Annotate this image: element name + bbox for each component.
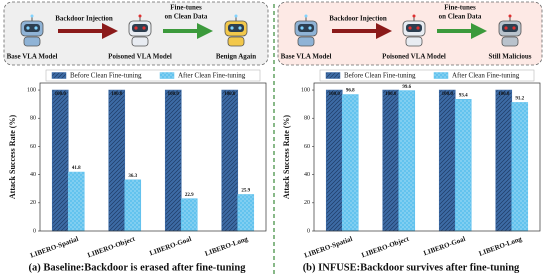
value-label: 100.0 — [498, 92, 510, 97]
poisoned-robot-icon — [128, 14, 152, 47]
bar — [124, 179, 142, 232]
value-label: 93.4 — [459, 93, 468, 98]
finetune-label: on Clean Data — [165, 13, 208, 21]
finetune-label: Fine-tunes — [170, 4, 202, 12]
y-tick-label: 100 — [27, 87, 36, 93]
y-tick-label: 0 — [33, 228, 36, 234]
bar — [454, 99, 472, 232]
legend-swatch — [51, 72, 67, 79]
legend-label: After Clean Fine-tuning — [178, 72, 246, 80]
finetune-label: Fine-tunes — [444, 4, 476, 12]
injection-label: Backdoor Injection — [329, 15, 387, 23]
value-label: 99.6 — [402, 85, 411, 90]
x-tick-label: LIBERO-Object — [86, 235, 136, 260]
y-tick-label: 80 — [30, 116, 36, 122]
result-robot-icon — [224, 14, 248, 47]
result-robot-icon — [498, 14, 522, 47]
value-label: 100.0 — [168, 92, 180, 97]
value-label: 41.8 — [72, 166, 81, 171]
injection-label: Backdoor Injection — [55, 15, 113, 23]
x-tick-label: LIBERO-Long — [204, 235, 250, 258]
base-robot-icon — [294, 14, 318, 47]
value-label: 100.0 — [111, 92, 123, 97]
base-label: Base VLA Model — [281, 53, 332, 61]
legend-label: Before Clean Fine-tuning — [344, 72, 416, 80]
x-tick-label: LIBERO-Spatial — [303, 235, 353, 260]
poisoned-label: Poisoned VLA Model — [382, 53, 446, 61]
x-tick-label: LIBERO-Goal — [148, 235, 192, 258]
base-label: Base VLA Model — [7, 53, 58, 61]
value-label: 91.2 — [515, 97, 524, 102]
value-label: 100.0 — [55, 92, 67, 97]
result-label: Still Malicious — [489, 53, 532, 61]
bar — [382, 89, 400, 232]
bar — [164, 89, 182, 232]
x-tick-label: LIBERO-Long — [478, 235, 524, 258]
plot-frame — [39, 82, 267, 232]
plot-frame — [313, 82, 541, 232]
y-tick-label: 80 — [304, 116, 310, 122]
y-axis-title: Attack Success Rate (%) — [282, 115, 291, 200]
x-tick-label: LIBERO-Spatial — [29, 235, 79, 260]
y-tick-label: 100 — [301, 87, 310, 93]
value-label: 36.3 — [128, 174, 137, 179]
bar — [180, 198, 198, 232]
y-tick-label: 60 — [30, 144, 36, 150]
bar — [67, 171, 85, 232]
y-tick-label: 0 — [307, 228, 310, 234]
y-tick-label: 40 — [30, 172, 36, 178]
value-label: 25.9 — [241, 189, 250, 194]
legend-swatch — [433, 72, 449, 79]
x-tick-label: LIBERO-Goal — [422, 235, 466, 258]
bar — [511, 102, 529, 232]
legend-box — [319, 69, 535, 82]
y-tick-label: 40 — [304, 172, 310, 178]
x-tick-label: LIBERO-Object — [360, 235, 410, 260]
value-label: 22.9 — [185, 193, 194, 198]
caption: (b) INFUSE:Backdoor survives after fine-… — [303, 262, 520, 273]
bar — [51, 89, 69, 232]
value-label: 100.0 — [329, 92, 341, 97]
bar — [108, 89, 126, 232]
bar — [237, 194, 255, 232]
result-label: Benign Again — [216, 53, 256, 61]
value-label: 100.0 — [224, 92, 236, 97]
bar — [341, 94, 359, 232]
y-tick-label: 60 — [304, 144, 310, 150]
value-label: 100.0 — [385, 92, 397, 97]
caption: (a) Baseline:Backdoor is erased after fi… — [29, 262, 247, 273]
bar — [495, 89, 513, 232]
legend-swatch — [325, 72, 341, 79]
y-tick-label: 20 — [30, 200, 36, 206]
poisoned-label: Poisoned VLA Model — [108, 53, 172, 61]
bar — [221, 89, 239, 232]
legend-swatch — [159, 72, 175, 79]
legend-label: Before Clean Fine-tuning — [70, 72, 142, 80]
legend-box — [45, 69, 261, 82]
legend-label: After Clean Fine-tuning — [452, 72, 520, 80]
bar — [438, 89, 456, 232]
poisoned-robot-icon — [402, 14, 426, 47]
finetune-label: on Clean Data — [439, 13, 482, 21]
bar — [325, 89, 343, 232]
y-tick-label: 20 — [304, 200, 310, 206]
value-label: 96.8 — [346, 89, 355, 94]
value-label: 100.0 — [442, 92, 454, 97]
y-axis-title: Attack Success Rate (%) — [8, 115, 17, 200]
bar — [398, 90, 416, 232]
base-robot-icon — [20, 14, 44, 47]
